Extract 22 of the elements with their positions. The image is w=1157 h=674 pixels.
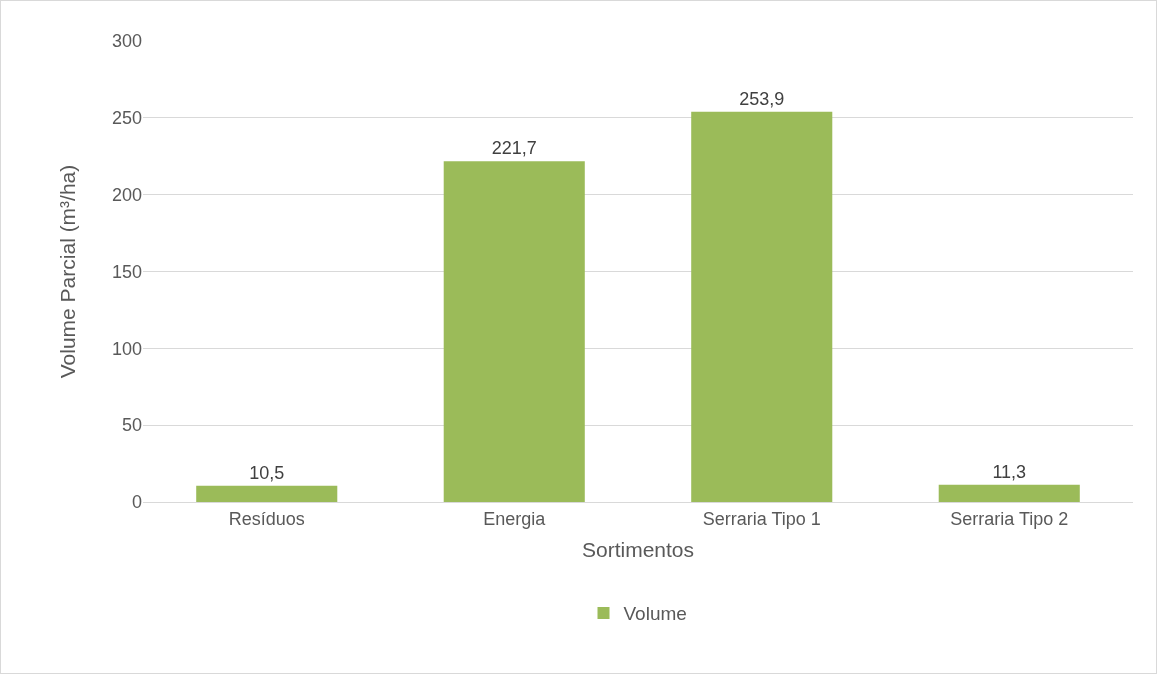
data-label: 253,9 — [739, 88, 785, 109]
bar — [443, 161, 585, 502]
y-tick-label: 300 — [111, 31, 142, 52]
data-label: 10,5 — [249, 462, 285, 483]
x-tick-label: Resíduos — [228, 508, 305, 529]
x-tick-label: Serraria Tipo 1 — [702, 508, 821, 529]
bar — [938, 484, 1080, 502]
y-tick-label: 0 — [131, 492, 142, 513]
data-label: 11,3 — [992, 461, 1027, 482]
x-tick-label: Energia — [483, 508, 547, 529]
y-tick-label: 250 — [111, 108, 142, 129]
y-axis-title: Volume Parcial (m³/ha) — [56, 164, 80, 379]
bar — [691, 111, 833, 502]
x-axis-title: Sortimentos — [581, 537, 695, 561]
data-label: 221,7 — [491, 138, 537, 159]
x-tick-label: Serraria Tipo 2 — [950, 508, 1069, 529]
y-tick-label: 100 — [111, 338, 142, 359]
bar — [196, 485, 338, 502]
y-tick-label: 50 — [121, 415, 142, 436]
legend-label: Volume — [623, 603, 687, 625]
y-tick-label: 150 — [111, 261, 142, 282]
y-tick-label: 200 — [111, 184, 142, 205]
